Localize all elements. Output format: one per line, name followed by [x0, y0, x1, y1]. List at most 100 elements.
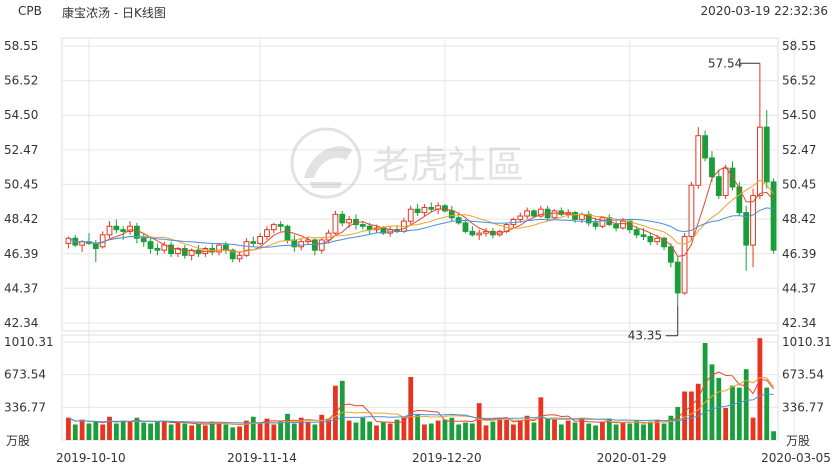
volume-tick-left: 1010.31: [4, 335, 54, 349]
candle-down: [531, 210, 537, 217]
volume-bar-down: [113, 423, 119, 440]
volume-bar-down: [730, 385, 735, 440]
volume-bar-down: [709, 364, 715, 440]
date-tick: 2019-11-14: [227, 451, 297, 465]
price-tick-left: 56.52: [4, 74, 38, 88]
candle-up: [216, 244, 222, 253]
volume-bar-down: [764, 387, 770, 440]
volume-bar-down: [572, 422, 578, 440]
candle-down: [113, 225, 120, 231]
volume-bar-up: [654, 419, 660, 440]
volume-bar-up: [579, 417, 585, 440]
candle-up: [537, 208, 544, 217]
volume-bar-down: [661, 423, 667, 440]
candle-up: [99, 234, 106, 248]
candle-up: [407, 208, 414, 222]
candle-down: [572, 212, 578, 220]
volume-bar-down: [93, 421, 99, 440]
volume-bar-up: [305, 421, 311, 440]
candle-up: [236, 254, 243, 260]
volume-bar-down: [627, 423, 633, 440]
volume-bar-down: [456, 424, 462, 440]
volume-bar-down: [428, 423, 434, 440]
volume-bar-up: [552, 419, 557, 440]
volume-bar-up: [511, 424, 516, 440]
watermark-text: 老虎社區: [372, 143, 524, 187]
candle-up: [524, 210, 531, 217]
volume-bar-down: [736, 387, 742, 440]
volume-tick-right: 673.54: [782, 368, 824, 382]
candle-down: [702, 135, 709, 159]
candle-down: [229, 249, 236, 260]
candle-down: [715, 176, 722, 197]
volume-bar-up: [79, 419, 85, 440]
volume-bar-down: [531, 422, 537, 440]
candle-down: [92, 242, 99, 249]
candle-down: [462, 222, 469, 232]
candle-down: [442, 205, 448, 212]
candle-down: [592, 222, 599, 227]
price-tick-right: 50.45: [782, 177, 816, 191]
date-tick: 2019-10-10: [56, 451, 126, 465]
volume-bar-up: [107, 416, 112, 440]
volume-bars: [66, 338, 776, 440]
ma10-line: [68, 179, 774, 253]
volume-bar-up: [298, 417, 304, 440]
price-tick-right: 46.39: [782, 247, 816, 261]
candle-down: [311, 239, 318, 251]
volume-bar-up: [504, 419, 509, 440]
volume-bar-down: [641, 424, 646, 440]
high-annotation: 57.54: [708, 56, 742, 70]
price-tick-right: 54.50: [782, 108, 816, 122]
candle-down: [181, 247, 188, 256]
date-tick: 2020-01-29: [597, 451, 667, 465]
volume-bar-up: [723, 407, 729, 440]
price-tick-right: 56.52: [782, 74, 816, 88]
candle-up: [599, 217, 606, 227]
candle-up: [106, 225, 113, 236]
price-tick-left: 46.39: [4, 247, 38, 261]
candle-up: [756, 126, 763, 197]
volume-bar-down: [668, 415, 674, 440]
candle-down: [647, 236, 654, 243]
volume-bar-down: [702, 343, 708, 440]
volume-bar-down: [86, 423, 92, 440]
volume-bar-down: [120, 420, 126, 440]
volume-bar-up: [346, 420, 352, 440]
volume-bar-down: [285, 413, 290, 440]
candle-down: [250, 241, 257, 244]
volume-bar-up: [237, 426, 242, 440]
volume-bar-down: [182, 423, 188, 440]
candle-down: [168, 244, 175, 255]
price-tick-left: 48.42: [4, 212, 38, 226]
candles: [65, 63, 777, 306]
volume-bar-down: [743, 369, 749, 440]
volume-bar-down: [134, 417, 140, 440]
candle-down: [558, 210, 565, 215]
volume-bar-up: [401, 417, 407, 440]
volume-bar-down: [230, 427, 236, 440]
volume-ma10-line: [68, 376, 774, 425]
volume-bar-up: [689, 391, 694, 440]
volume-bar-down: [613, 424, 619, 440]
volume-bar-down: [771, 431, 776, 440]
volume-bar-up: [408, 376, 414, 440]
volume-bar-down: [72, 424, 78, 440]
volume-bar-down: [394, 419, 400, 440]
candle-down: [469, 230, 476, 236]
volume-tick-left: 673.54: [4, 368, 46, 382]
moving-averages: [68, 166, 774, 257]
tiger-logo-icon: [290, 127, 362, 199]
volume-bar-up: [161, 420, 167, 440]
candle-down: [448, 210, 455, 219]
volume-tick-right: 336.77: [782, 400, 824, 414]
candle-up: [750, 195, 756, 246]
candle-down: [736, 186, 743, 214]
volume-bar-up: [264, 418, 270, 440]
volume-ma20-line: [68, 393, 774, 424]
price-tick-left: 52.47: [4, 143, 38, 157]
volume-bar-down: [558, 424, 564, 440]
volume-bar-up: [483, 425, 489, 440]
ma5-line: [68, 166, 774, 257]
